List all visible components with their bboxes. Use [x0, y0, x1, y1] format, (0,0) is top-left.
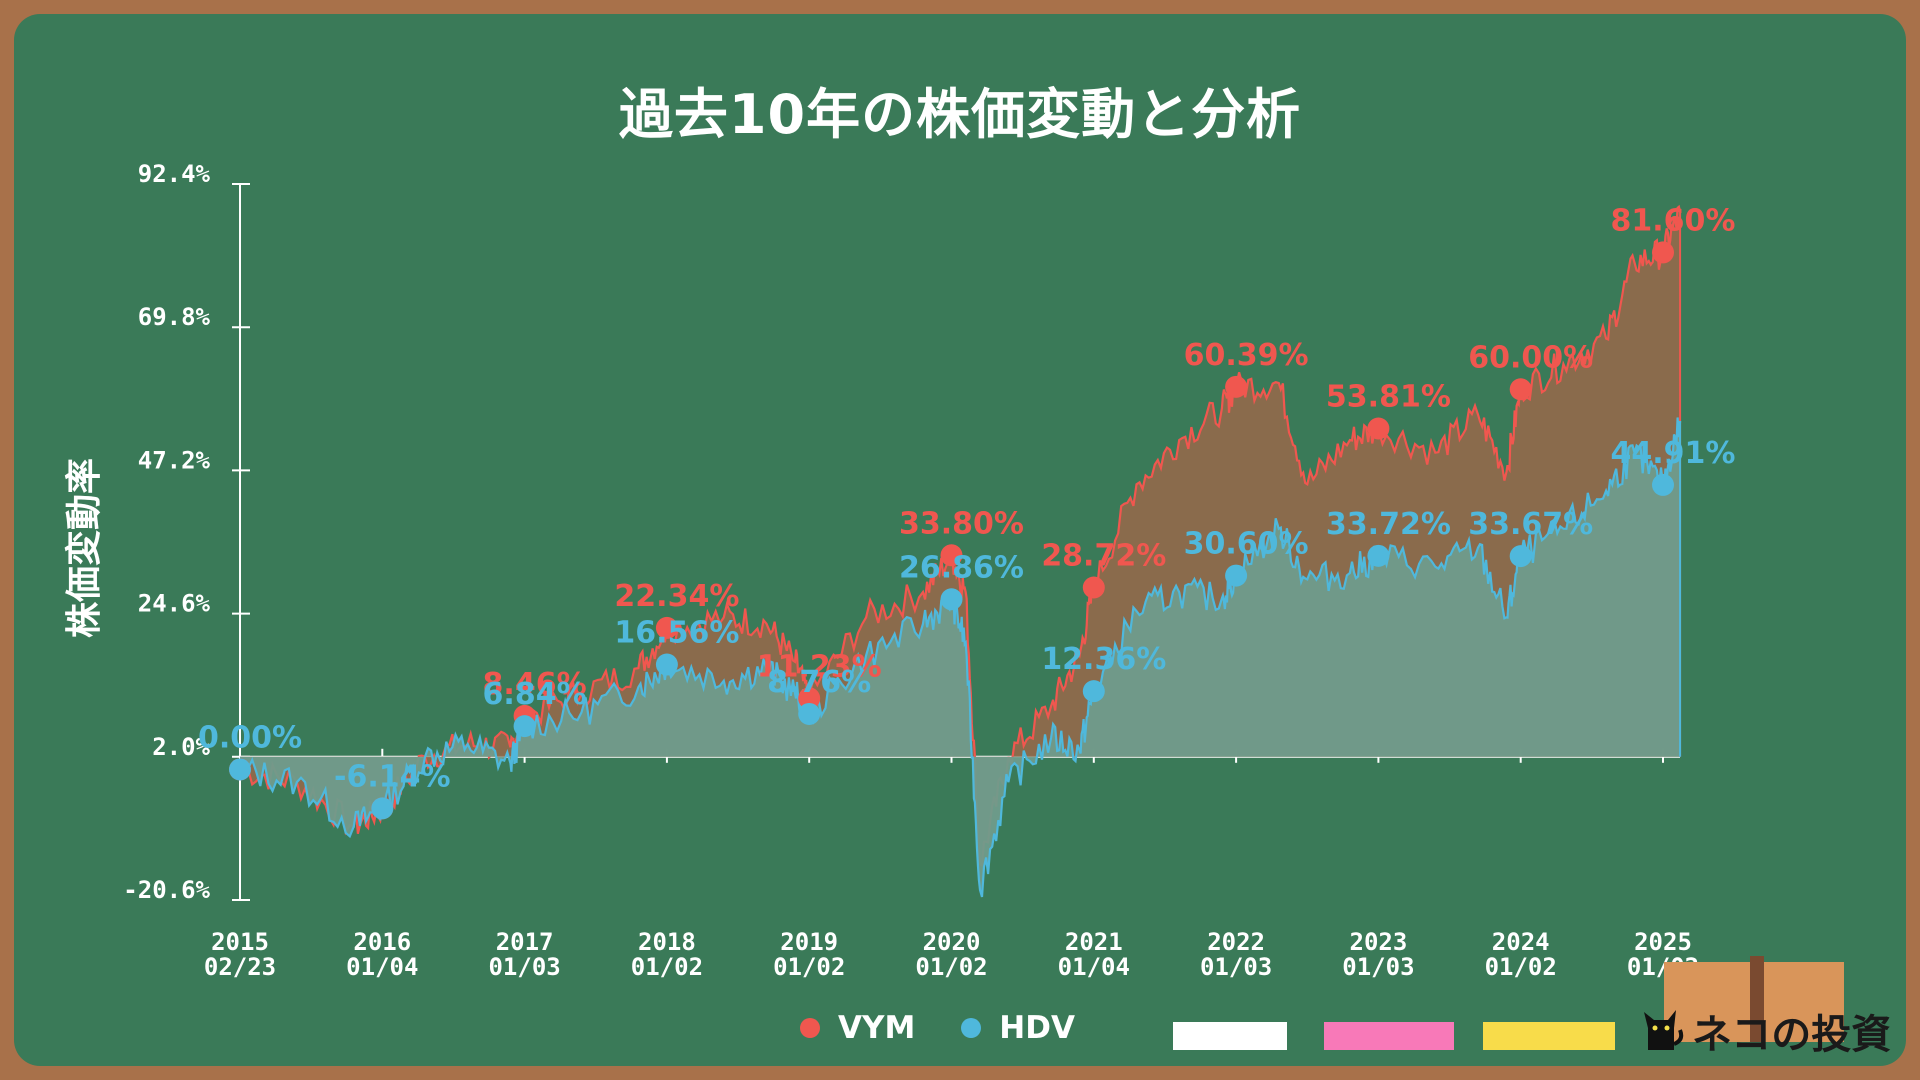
data-label-vym: 60.39% [1184, 338, 1309, 373]
legend-label-vym: VYM [838, 1010, 916, 1046]
x-tick-year: 2017 [496, 928, 554, 956]
x-tick-year: 2015 [211, 928, 269, 956]
data-label-hdv: 8.76% [767, 665, 871, 700]
data-point-vym [798, 687, 821, 710]
data-point-hdv [229, 758, 251, 781]
data-point-hdv [513, 715, 536, 738]
legend-dot-hdv [961, 1018, 982, 1038]
data-point-hdv [655, 653, 678, 676]
data-label-vym: 22.34% [614, 579, 739, 614]
series-line-hdv [239, 417, 1682, 898]
data-point-vym [1652, 241, 1674, 264]
color-swatch-yellow [1483, 1022, 1615, 1050]
x-tick-date: 01/04 [346, 953, 418, 981]
data-point-hdv [1225, 564, 1248, 587]
data-point-vym [940, 544, 963, 567]
x-tick-date: 01/02 [915, 953, 987, 981]
legend-label-hdv: HDV [999, 1010, 1075, 1046]
color-swatch-white [1173, 1022, 1287, 1050]
data-label-vym: 8.46% [483, 667, 587, 702]
data-label-vym: 81.60% [1611, 203, 1736, 238]
y-tick-label: 2.0% [152, 733, 210, 761]
data-point-vym [655, 616, 678, 639]
x-tick-date: 01/04 [1058, 953, 1130, 981]
data-point-vym [1509, 378, 1532, 401]
black-cat-icon [1644, 1010, 1684, 1050]
data-label-hdv: 0.00% [198, 720, 302, 755]
y-tick-label: 69.8% [138, 303, 211, 331]
chart-title: 過去10年の株価変動と分析 [618, 83, 1302, 146]
data-point-hdv [940, 588, 963, 611]
logo-band [1750, 956, 1764, 1042]
data-point-vym [1225, 375, 1248, 398]
x-tick-date: 01/02 [631, 953, 703, 981]
data-point-hdv [798, 702, 821, 725]
y-tick-label: 47.2% [138, 446, 211, 474]
y-tick-label: 92.4% [138, 160, 211, 188]
data-point-hdv [1367, 544, 1390, 567]
y-tick-label: -20.6% [123, 876, 210, 904]
x-tick-date: 01/02 [1485, 953, 1557, 981]
data-label-hdv: 33.72% [1326, 507, 1451, 542]
data-label-hdv: -6.14% [334, 759, 451, 794]
data-label-hdv: 26.86% [899, 550, 1024, 585]
data-label-vym: 53.81% [1326, 380, 1451, 415]
data-point-hdv [1509, 545, 1532, 568]
series-area-hdv [240, 417, 1681, 897]
x-tick-date: 01/03 [1200, 953, 1272, 981]
data-point-vym [1367, 417, 1390, 440]
data-label-vym: 33.80% [899, 506, 1024, 541]
logo-text: ネコの投資 [1692, 1012, 1892, 1058]
y-axis-label: 株価変動率 [63, 458, 105, 638]
legend: VYM HDV [800, 1006, 1075, 1050]
data-label-hdv: 30.60% [1184, 527, 1309, 562]
x-tick-year: 2025 [1634, 928, 1692, 956]
data-point-hdv [371, 797, 394, 820]
brand-logo: ネコの投資 [1640, 956, 1891, 1058]
x-tick-year: 2024 [1492, 928, 1550, 956]
x-tick-year: 2018 [638, 928, 696, 956]
data-label-hdv: 12.36% [1041, 642, 1166, 677]
data-label-vym: 60.00% [1468, 340, 1593, 375]
x-tick-year: 2022 [1207, 928, 1265, 956]
data-label-hdv: 44.91% [1611, 436, 1736, 471]
x-tick-year: 2021 [1065, 928, 1123, 956]
x-tick-date: 02/23 [204, 953, 276, 981]
data-label-vym: 28.72% [1041, 538, 1166, 573]
data-label-hdv: 33.67% [1468, 507, 1593, 542]
legend-item-hdv: HDV [961, 1010, 1075, 1046]
x-tick-date: 01/03 [488, 953, 560, 981]
color-swatch-pink [1324, 1022, 1454, 1050]
x-tick-year: 2016 [353, 928, 411, 956]
x-tick-date: 01/03 [1342, 953, 1414, 981]
x-tick-year: 2020 [923, 928, 981, 956]
data-point-hdv [1082, 680, 1105, 703]
x-tick-year: 2019 [780, 928, 838, 956]
data-label-vym: 11.23% [757, 649, 882, 684]
x-tick-date: 01/02 [773, 953, 845, 981]
legend-item-vym: VYM [800, 1010, 915, 1046]
data-label-hdv: 6.84% [483, 677, 587, 712]
data-label-hdv: 16.56% [614, 616, 739, 651]
y-tick-label: 24.6% [138, 590, 211, 618]
x-tick-year: 2023 [1350, 928, 1408, 956]
legend-dot-vym [800, 1018, 820, 1038]
data-point-hdv [1652, 473, 1674, 496]
data-point-vym [1082, 576, 1105, 599]
